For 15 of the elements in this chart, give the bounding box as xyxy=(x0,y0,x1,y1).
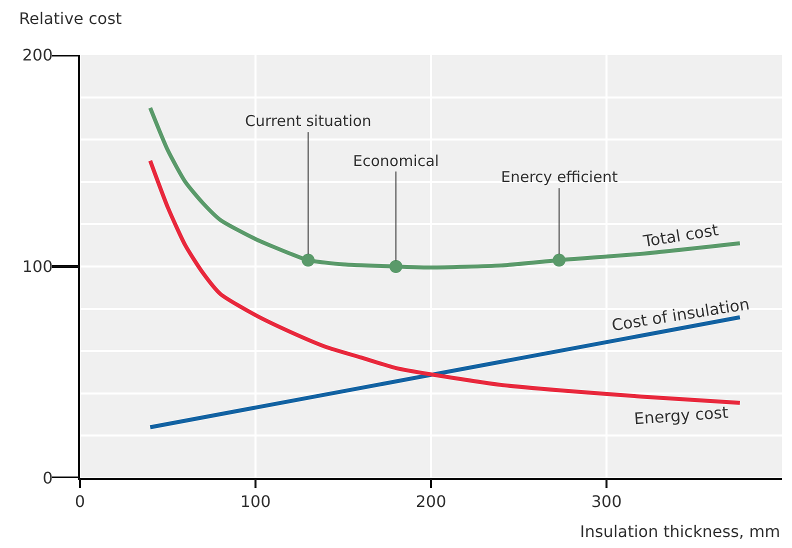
annotation: Current situation xyxy=(245,112,372,130)
annotation: Economical xyxy=(353,152,439,170)
y-axis-title: Relative cost xyxy=(19,9,122,28)
x-tick-label: 0 xyxy=(74,492,86,512)
y-tick-label: 100 xyxy=(22,257,53,276)
text: Cost of insulation xyxy=(610,294,751,335)
x-axis-title: Insulation thickness, mm xyxy=(580,522,780,541)
annotation: Enercy efficient xyxy=(501,168,618,186)
y-tick-label: 200 xyxy=(22,46,53,65)
series-label: Energy cost xyxy=(633,402,729,428)
x-tick-label: 100 xyxy=(240,492,271,512)
x-tick-label: 300 xyxy=(591,492,622,512)
x-tick-label: 200 xyxy=(416,492,446,512)
text: Total cost xyxy=(640,220,720,251)
y-tick-label: 0 xyxy=(42,468,53,488)
